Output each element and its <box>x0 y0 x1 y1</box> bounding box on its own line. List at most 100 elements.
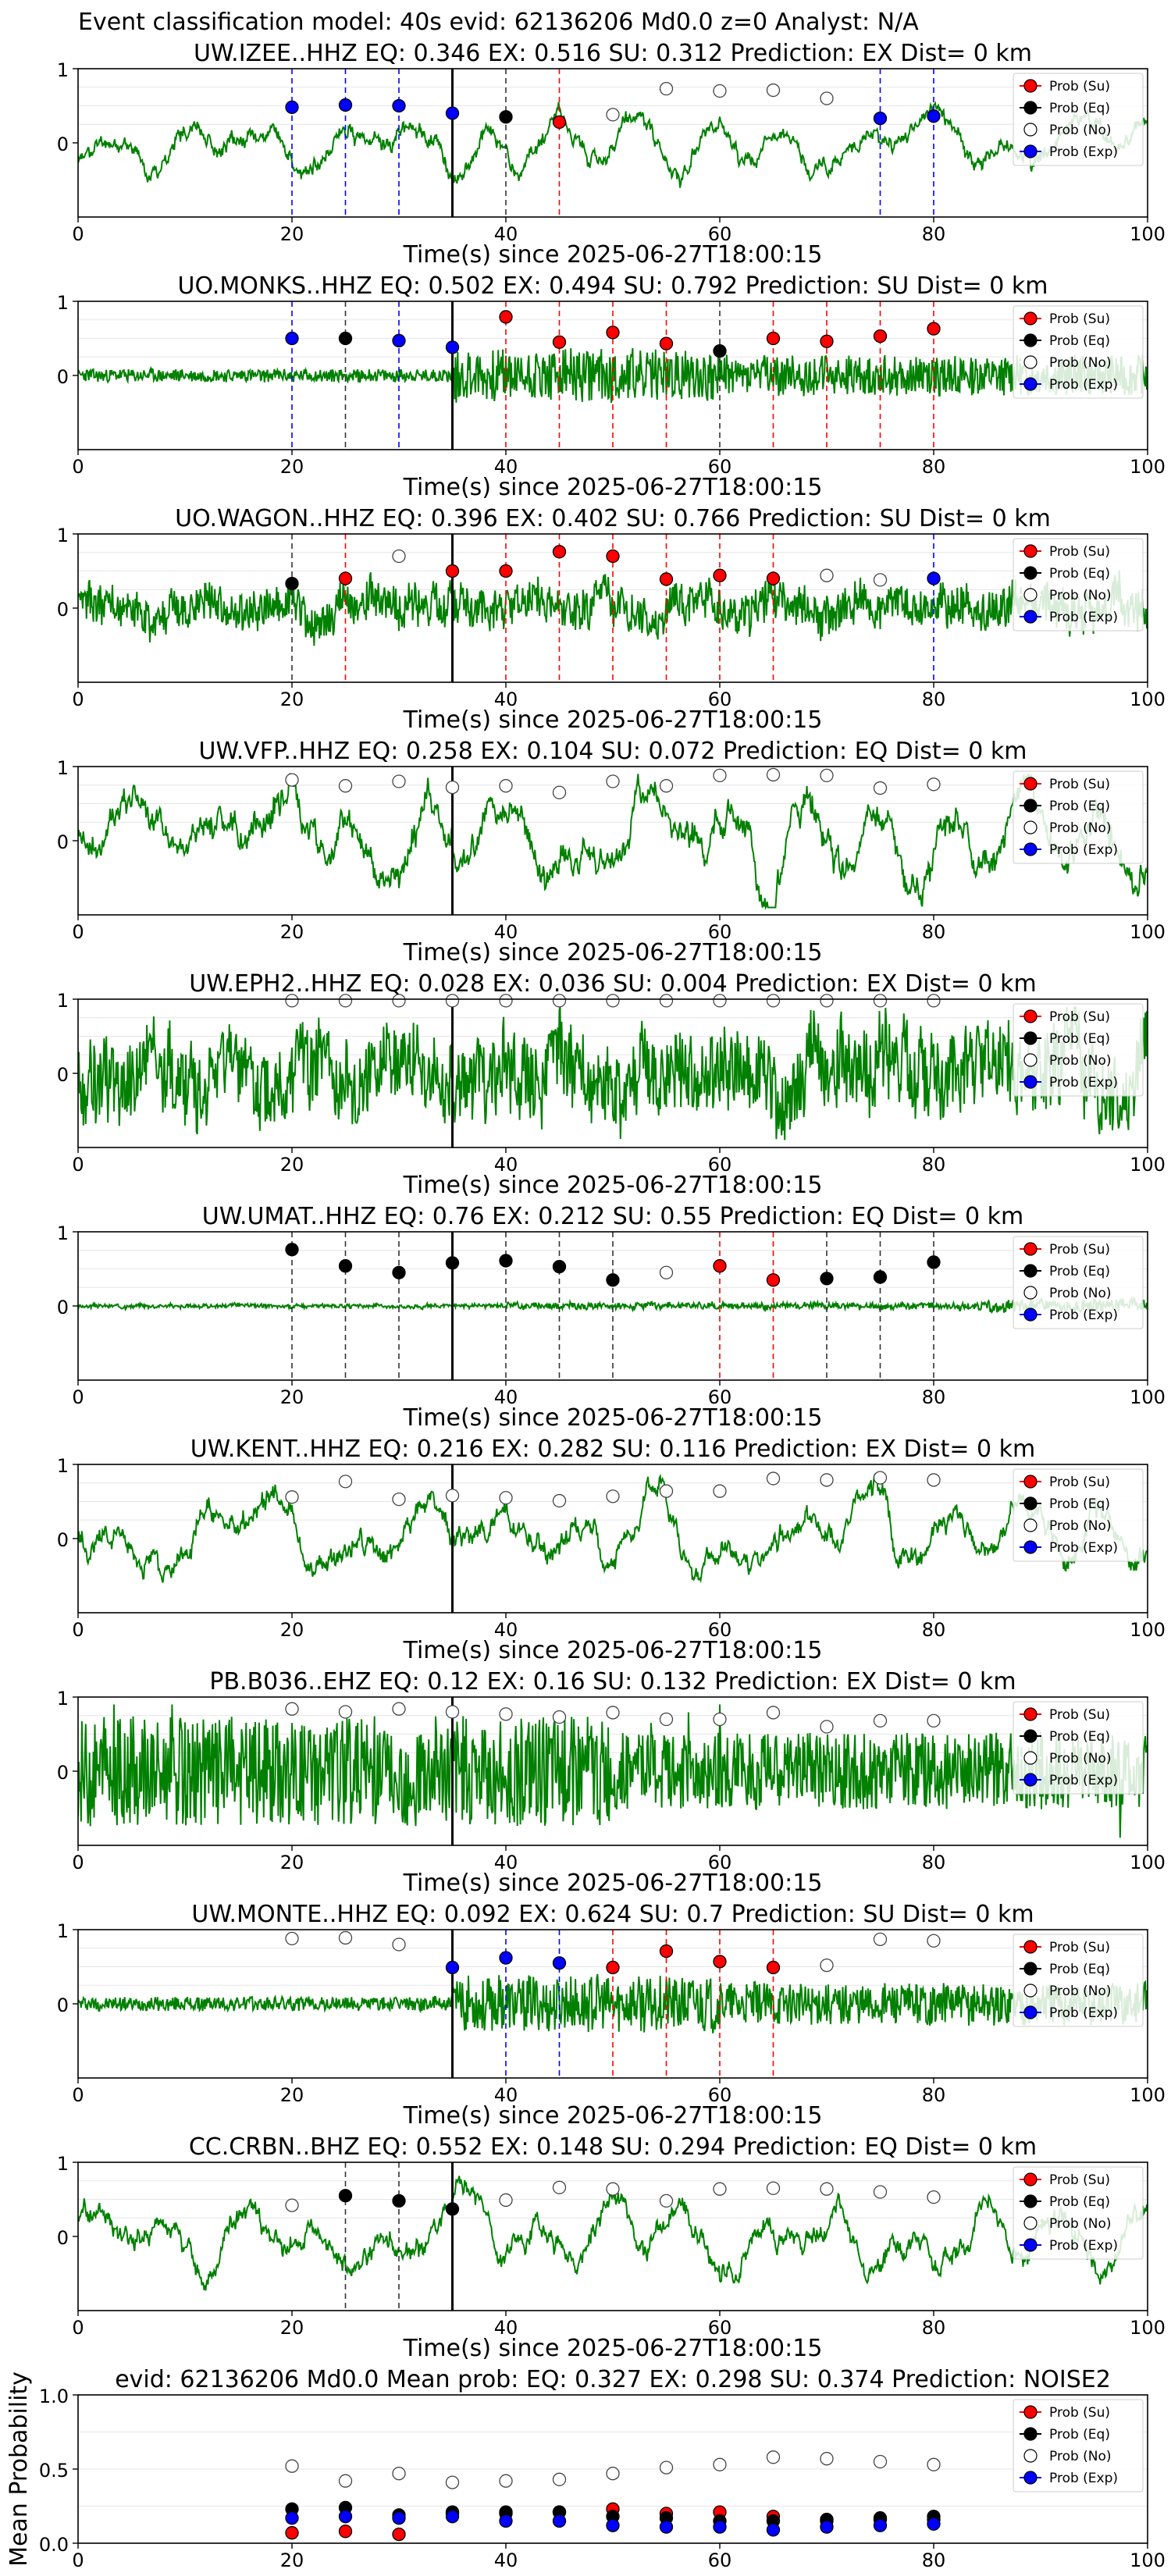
prob-point-eq <box>552 1260 567 1274</box>
mean-point-no <box>338 2474 353 2488</box>
prob-point-eq <box>820 1272 834 1286</box>
panel-title: evid: 62136206 Md0.0 Mean prob: EQ: 0.32… <box>115 2366 1111 2393</box>
prob-point-no <box>338 994 353 1008</box>
x-tick-label: 80 <box>922 1619 946 1641</box>
x-tick-label: 80 <box>922 2549 946 2571</box>
legend-marker <box>1023 2471 1038 2485</box>
prob-point-no <box>285 1931 299 1946</box>
legend-marker <box>1023 610 1038 624</box>
prob-point-no <box>659 1712 674 1727</box>
x-axis-label: Time(s) since 2025-06-27T18:00:15 <box>403 939 823 966</box>
prob-point-no <box>499 1491 513 1505</box>
x-axis-label: Time(s) since 2025-06-27T18:00:15 <box>403 474 823 501</box>
legend-entry: Prob (Eq) <box>1049 1031 1110 1047</box>
prob-point-no <box>873 573 888 587</box>
prob-point-no <box>606 774 620 788</box>
mean-point-no <box>659 2460 674 2475</box>
mean-point-exp <box>499 2514 513 2528</box>
x-tick-label: 20 <box>280 2549 304 2571</box>
x-tick-label: 60 <box>708 2317 732 2339</box>
legend-marker <box>1023 820 1038 834</box>
prob-point-no <box>659 2194 674 2208</box>
y-tick-label: 1 <box>57 292 69 314</box>
x-tick-label: 40 <box>494 2317 518 2339</box>
legend-marker <box>1023 2005 1038 2019</box>
mean-point-exp <box>766 2523 781 2537</box>
legend-marker <box>1023 101 1038 115</box>
x-tick-label: 60 <box>708 921 732 943</box>
prob-point-no <box>445 780 460 795</box>
x-tick-label: 80 <box>922 1386 946 1408</box>
mean-point-no <box>552 2472 567 2486</box>
mean-point-su <box>392 2527 406 2542</box>
x-tick-label: 100 <box>1130 456 1166 478</box>
prob-point-no <box>766 994 781 1008</box>
legend-entry: Prob (Exp) <box>1049 842 1118 858</box>
x-axis-label: Time(s) since 2025-06-27T18:00:15 <box>403 706 823 734</box>
mean-point-exp <box>338 2510 353 2524</box>
plot-area <box>78 69 1148 217</box>
mean-point-exp <box>927 2517 941 2531</box>
prob-point-eq <box>338 1259 353 1273</box>
x-axis-label: Time(s) since 2025-06-27T18:00:15 <box>403 1172 823 1199</box>
legend-marker <box>1023 1475 1038 1489</box>
legend-marker <box>1023 1053 1038 1067</box>
prob-point-no <box>927 1713 941 1728</box>
legend-entry: Prob (Eq) <box>1049 2194 1110 2210</box>
prob-point-exp <box>927 109 941 123</box>
prob-point-no <box>927 2190 941 2204</box>
panel-title: UW.KENT..HHZ EQ: 0.216 EX: 0.282 SU: 0.1… <box>190 1436 1036 1463</box>
x-tick-label: 20 <box>280 223 304 245</box>
panel-title: UW.MONTE..HHZ EQ: 0.092 EX: 0.624 SU: 0.… <box>191 1901 1034 1928</box>
mean-point-no <box>873 2454 888 2469</box>
prob-point-no <box>713 1484 727 1498</box>
legend-marker <box>1023 1308 1038 1322</box>
waveform-trace <box>78 347 1148 404</box>
x-tick-label: 40 <box>494 1619 518 1641</box>
legend-marker <box>1023 377 1038 391</box>
prob-point-no <box>659 994 674 1008</box>
panel-title: UO.WAGON..HHZ EQ: 0.396 EX: 0.402 SU: 0.… <box>175 505 1051 532</box>
legend-entry: Prob (No) <box>1049 123 1112 138</box>
legend-marker <box>1023 588 1038 602</box>
panel-title: UW.IZEE..HHZ EQ: 0.346 EX: 0.516 SU: 0.3… <box>194 40 1032 67</box>
legend-entry: Prob (Eq) <box>1049 1264 1110 1279</box>
x-axis-label: Time(s) since 2025-06-27T18:00:15 <box>403 2102 823 2129</box>
legend-entry: Prob (Su) <box>1049 1940 1110 1955</box>
prob-point-no <box>820 1720 834 1734</box>
plot-area <box>78 999 1148 1147</box>
legend-box <box>1013 2399 1144 2492</box>
prob-point-su <box>445 564 460 578</box>
y-tick-label: 0 <box>57 1994 69 2016</box>
prob-point-su <box>766 331 781 346</box>
x-axis-label: Time(s) since 2025-06-27T18:00:15 <box>403 1637 823 1664</box>
y-tick-label: 0 <box>57 1297 69 1318</box>
prob-point-no <box>713 84 727 98</box>
prob-point-eq <box>713 343 727 358</box>
mean-point-exp <box>873 2518 888 2532</box>
plot-area <box>78 1464 1148 1613</box>
y-tick-label: 1 <box>57 525 69 546</box>
prob-point-exp <box>445 106 460 120</box>
panel-title: UW.UMAT..HHZ EQ: 0.76 EX: 0.212 SU: 0.55… <box>202 1203 1023 1230</box>
prob-point-no <box>606 994 620 1008</box>
legend-entry: Prob (Exp) <box>1049 1540 1118 1556</box>
y-tick-label: 1 <box>57 990 69 1012</box>
prob-point-su <box>499 564 513 578</box>
legend-entry: Prob (No) <box>1049 2449 1112 2464</box>
x-tick-label: 20 <box>280 1619 304 1641</box>
prob-point-su <box>713 1259 727 1273</box>
prob-point-su <box>659 1944 674 1959</box>
mean-point-no <box>927 2457 941 2471</box>
prob-point-eq <box>338 2189 353 2203</box>
x-tick-label: 60 <box>708 2549 732 2571</box>
mean-point-exp <box>659 2520 674 2534</box>
legend-marker <box>1023 1264 1038 1278</box>
legend-entry: Prob (Su) <box>1049 2405 1110 2421</box>
legend-entry: Prob (Eq) <box>1049 1729 1110 1745</box>
x-tick-label: 60 <box>708 1619 732 1641</box>
x-tick-label: 60 <box>708 1154 732 1176</box>
prob-point-no <box>820 1473 834 1487</box>
x-tick-label: 40 <box>494 2084 518 2106</box>
